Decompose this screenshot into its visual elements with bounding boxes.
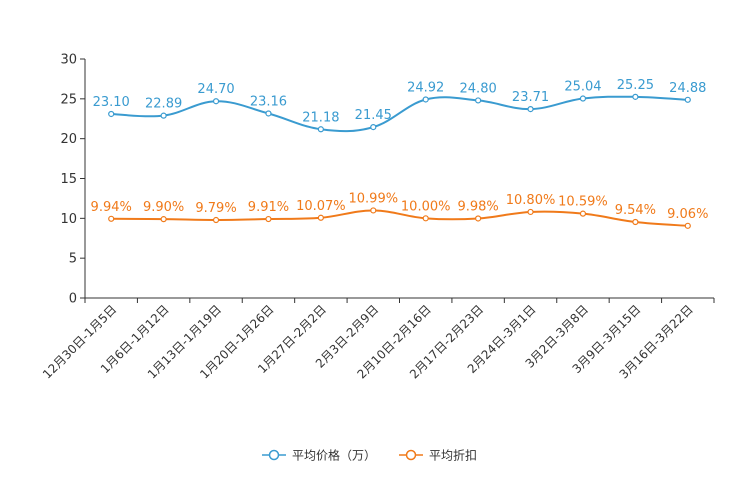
data-point xyxy=(579,95,587,102)
data-point xyxy=(317,126,324,133)
data-point xyxy=(160,112,167,119)
data-point xyxy=(527,106,534,113)
data-label: 9.98% xyxy=(457,199,498,214)
data-point xyxy=(212,98,220,105)
y-tick-label: 5 xyxy=(69,252,77,267)
legend-marker-icon xyxy=(268,449,280,461)
data-label: 10.80% xyxy=(506,193,556,208)
data-label: 25.04 xyxy=(564,80,601,95)
data-label: 24.70 xyxy=(197,82,234,97)
y-tick-label: 25 xyxy=(60,92,77,107)
data-label: 9.94% xyxy=(91,200,132,215)
data-point xyxy=(265,215,272,223)
series-line xyxy=(111,209,688,227)
axes: 05101520253012月30日-1月5日1月6日-1月12日1月13日-1… xyxy=(40,53,715,382)
data-point xyxy=(422,215,429,222)
y-tick-label: 30 xyxy=(60,53,77,68)
data-label: 23.10 xyxy=(93,95,130,110)
legend-item-1: 平均折扣 xyxy=(399,448,477,463)
data-label: 25.25 xyxy=(617,78,654,93)
data-label: 9.54% xyxy=(615,203,656,218)
data-point xyxy=(370,207,377,214)
legend-marker-icon xyxy=(405,449,417,461)
data-label: 24.88 xyxy=(669,81,706,96)
data-label: 23.16 xyxy=(250,94,287,109)
data-label: 22.89 xyxy=(145,97,182,112)
data-point xyxy=(265,110,272,117)
legend-label: 平均折扣 xyxy=(429,448,477,463)
data-point xyxy=(632,93,639,100)
y-tick-label: 15 xyxy=(60,172,77,187)
data-label: 21.45 xyxy=(355,108,392,123)
series-0: 23.10 22.89 24.70 23.16 21.18 21.45 24.92 24.80… xyxy=(93,78,706,133)
data-label: 9.79% xyxy=(195,201,236,216)
y-tick-label: 10 xyxy=(60,212,77,227)
data-point xyxy=(579,210,587,217)
data-label: 9.90% xyxy=(143,200,184,215)
data-point xyxy=(475,215,482,222)
data-point xyxy=(475,97,482,104)
series-layer: 23.10 22.89 24.70 23.16 21.18 21.45 24.92 24.80… xyxy=(91,78,708,229)
data-label: 10.59% xyxy=(558,195,608,210)
data-point xyxy=(684,96,691,103)
data-point xyxy=(212,216,220,224)
data-point xyxy=(370,124,377,131)
data-point xyxy=(527,208,534,216)
data-label: 9.91% xyxy=(248,200,289,215)
legend-label: 平均价格（万） xyxy=(292,448,376,463)
data-point xyxy=(108,215,115,222)
legend: 平均价格（万） 平均折扣 xyxy=(262,448,477,463)
data-point xyxy=(160,216,167,223)
data-point xyxy=(684,222,691,229)
data-point xyxy=(422,96,429,103)
data-label: 24.92 xyxy=(407,80,444,95)
series-line xyxy=(111,95,688,133)
data-label: 23.71 xyxy=(512,90,549,105)
data-label: 10.99% xyxy=(349,191,399,206)
data-label: 24.80 xyxy=(460,81,497,96)
data-point xyxy=(108,110,115,118)
data-label: 10.07% xyxy=(296,199,346,214)
series-1: 9.94% 9.90% 9.79% 9.91% 10.07% 10.99%10.00% 9.… xyxy=(91,191,708,229)
data-label: 21.18 xyxy=(302,110,339,125)
y-tick-label: 20 xyxy=(60,132,77,147)
data-label: 9.06% xyxy=(667,207,708,222)
data-point xyxy=(632,218,639,226)
data-point xyxy=(317,214,324,221)
legend-item-0: 平均价格（万） xyxy=(262,448,376,463)
data-label: 10.00% xyxy=(401,199,451,214)
y-tick-label: 0 xyxy=(69,292,77,307)
